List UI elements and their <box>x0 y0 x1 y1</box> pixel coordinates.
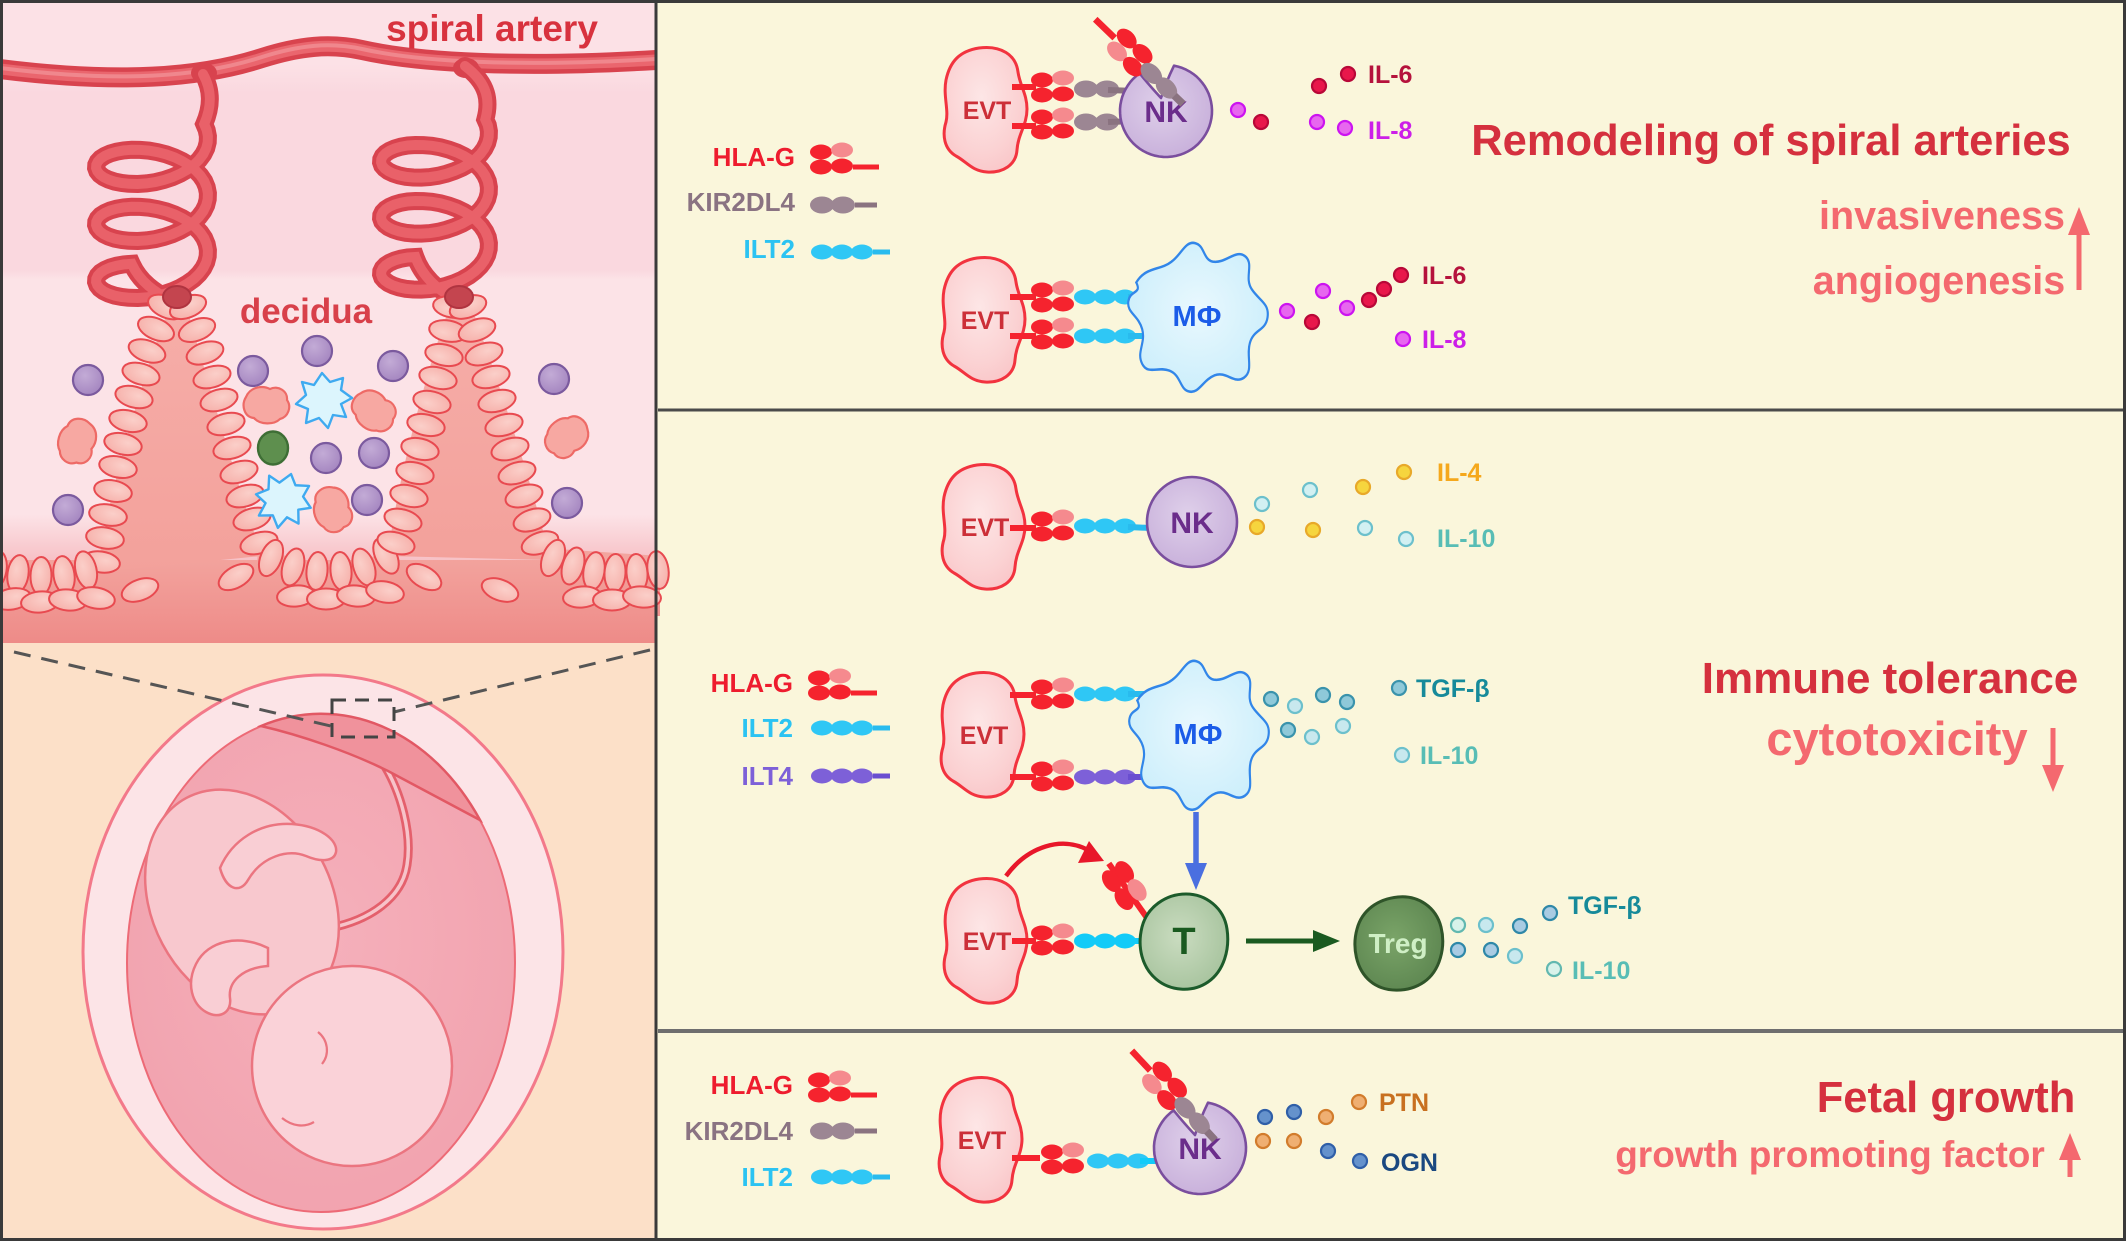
svg-text:decidua: decidua <box>240 292 373 331</box>
svg-text:Remodeling of spiral arteries: Remodeling of spiral arteries <box>1471 117 2071 165</box>
svg-text:IL-10: IL-10 <box>1572 957 1630 985</box>
svg-text:HLA-G: HLA-G <box>711 668 793 698</box>
svg-text:spiral artery: spiral artery <box>386 8 598 49</box>
svg-text:ILT2: ILT2 <box>741 713 793 743</box>
svg-text:TGF-β: TGF-β <box>1416 675 1490 703</box>
svg-text:HLA-G: HLA-G <box>713 142 795 172</box>
svg-text:KIR2DL4: KIR2DL4 <box>687 187 796 217</box>
svg-text:OGN: OGN <box>1381 1149 1438 1177</box>
svg-text:NK: NK <box>1170 507 1214 540</box>
svg-text:growth promoting factor: growth promoting factor <box>1615 1134 2045 1175</box>
svg-text:TGF-β: TGF-β <box>1568 892 1642 920</box>
svg-text:ILT4: ILT4 <box>741 761 793 791</box>
svg-text:IL-6: IL-6 <box>1422 262 1466 290</box>
svg-text:HLA-G: HLA-G <box>711 1070 793 1100</box>
svg-text:invasiveness: invasiveness <box>1819 194 2065 238</box>
svg-text:ILT2: ILT2 <box>743 234 795 264</box>
svg-text:IL-10: IL-10 <box>1420 742 1478 770</box>
svg-text:Immune tolerance: Immune tolerance <box>1702 654 2079 703</box>
svg-text:PTN: PTN <box>1379 1089 1429 1117</box>
svg-text:IL-4: IL-4 <box>1437 459 1482 487</box>
svg-text:cytotoxicity: cytotoxicity <box>1766 712 2027 765</box>
svg-text:KIR2DL4: KIR2DL4 <box>685 1116 794 1146</box>
svg-text:МФ: МФ <box>1174 719 1223 751</box>
svg-text:IL-8: IL-8 <box>1368 117 1413 145</box>
svg-text:IL-6: IL-6 <box>1368 61 1412 89</box>
svg-text:IL-10: IL-10 <box>1437 525 1495 553</box>
svg-text:МФ: МФ <box>1173 301 1222 333</box>
svg-text:angiogenesis: angiogenesis <box>1813 259 2065 303</box>
svg-text:Fetal growth: Fetal growth <box>1817 1074 2076 1122</box>
svg-text:IL-8: IL-8 <box>1422 326 1467 354</box>
svg-text:ILT2: ILT2 <box>741 1162 793 1192</box>
